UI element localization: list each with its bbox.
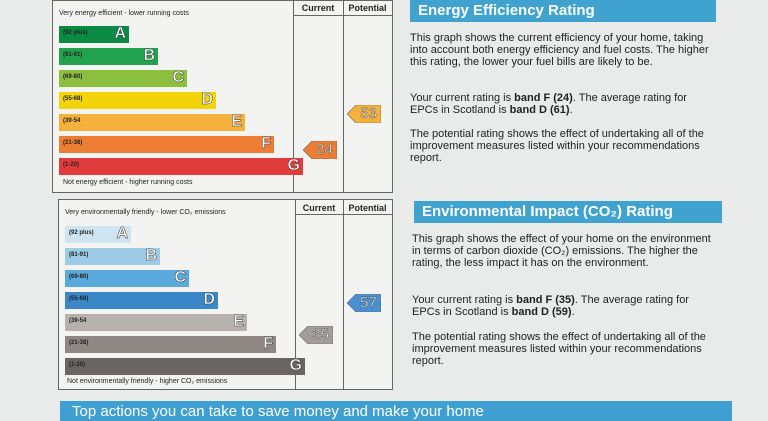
rating-band-d: (55-68) D — [65, 291, 218, 309]
band-range: (21-38) — [63, 140, 83, 146]
environment-description: This graph shows the effect of your home… — [412, 233, 711, 269]
energy-title-bar: Energy Efficiency Rating — [410, 0, 716, 22]
band-letter: F — [261, 135, 271, 153]
band-range: (55-68) — [63, 96, 83, 102]
rating-band-c: (69-80) C — [65, 269, 189, 287]
band-range: (1-20) — [63, 162, 80, 168]
energy-current-value: 24 — [316, 141, 333, 158]
band-range: (1-20) — [69, 362, 86, 368]
environment-potential-value: 57 — [360, 294, 377, 311]
rating-band-c: (69-80) C — [59, 69, 187, 87]
band-letter: E — [233, 313, 244, 331]
rating-band-a: (92 plus) A — [59, 25, 129, 43]
band-letter: G — [287, 157, 300, 175]
rating-band-f: (21-38) F — [65, 335, 276, 353]
band-range: (21-38) — [69, 340, 89, 346]
current-column-divider — [293, 1, 294, 192]
energy-rating-chart: Current Potential Very energy efficient … — [52, 0, 393, 193]
rating-band-b: (81-91) B — [65, 247, 160, 265]
rating-band-f: (21-38) F — [59, 135, 274, 153]
band-letter: B — [145, 247, 157, 265]
band-range: (69-80) — [69, 274, 89, 280]
header-divider — [293, 15, 392, 16]
environment-bottom-caption: Not environmentally friendly - higher CO… — [67, 378, 228, 385]
potential-header: Potential — [348, 203, 387, 213]
band-range: (69-80) — [63, 74, 83, 80]
band-letter: E — [231, 113, 242, 131]
potential-column-divider — [343, 200, 344, 389]
energy-current-rating-text: Your current rating is band F (24). The … — [410, 92, 687, 116]
top-actions-bar: Top actions you can take to save money a… — [60, 401, 732, 421]
current-column-divider — [295, 200, 296, 389]
environment-current-marker: 35 — [299, 326, 333, 344]
environment-current-value: 35 — [312, 326, 329, 343]
environment-potential-text: The potential rating shows the effect of… — [412, 331, 706, 367]
band-letter: D — [201, 91, 213, 109]
energy-bottom-caption: Not energy efficient - higher running co… — [63, 179, 193, 186]
band-letter: A — [114, 25, 126, 43]
rating-band-g: (1-20) G — [59, 157, 303, 175]
band-letter: B — [143, 47, 155, 65]
band-letter: G — [289, 357, 302, 375]
band-letter: F — [263, 335, 273, 353]
current-header: Current — [302, 203, 336, 213]
band-range: (81-91) — [69, 252, 89, 258]
current-header: Current — [301, 3, 335, 13]
rating-band-e: (39-54 E — [65, 313, 247, 331]
band-letter: D — [203, 291, 215, 309]
potential-header: Potential — [348, 3, 387, 13]
rating-band-d: (55-68) D — [59, 91, 216, 109]
band-letter: C — [172, 69, 184, 87]
energy-top-caption: Very energy efficient - lower running co… — [59, 10, 189, 17]
rating-band-e: (39-54 E — [59, 113, 245, 131]
potential-column-divider — [343, 1, 344, 192]
band-range: (92 plus) — [63, 30, 88, 36]
band-range: (92 plus) — [69, 230, 94, 236]
energy-current-marker: 24 — [303, 141, 337, 159]
band-letter: A — [116, 225, 128, 243]
band-range: (39-54 — [69, 318, 87, 324]
environment-current-rating-text: Your current rating is band F (35). The … — [412, 294, 689, 318]
band-range: (39-54 — [63, 118, 81, 124]
rating-band-a: (92 plus) A — [65, 225, 131, 243]
energy-potential-text: The potential rating shows the effect of… — [410, 128, 704, 164]
environment-potential-marker: 57 — [347, 294, 381, 312]
environment-title-bar: Environmental Impact (CO₂) Rating — [414, 201, 722, 223]
rating-band-g: (1-20) G — [65, 357, 305, 375]
energy-description: This graph shows the current efficiency … — [410, 32, 709, 68]
band-range: (81-91) — [63, 52, 83, 58]
energy-potential-marker: 53 — [347, 105, 381, 123]
band-range: (55-68) — [69, 296, 89, 302]
rating-band-b: (81-91) B — [59, 47, 158, 65]
environment-top-caption: Very environmentally friendly - lower CO… — [65, 209, 226, 216]
band-letter: C — [174, 269, 186, 287]
header-divider — [295, 214, 392, 215]
energy-potential-value: 53 — [360, 105, 377, 122]
environmental-rating-chart: Current Potential Very environmentally f… — [58, 199, 393, 390]
